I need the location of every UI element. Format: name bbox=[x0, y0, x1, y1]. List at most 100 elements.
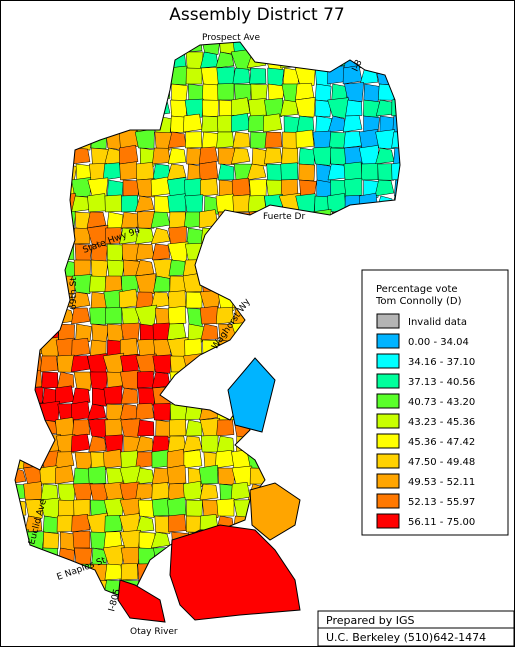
precinct bbox=[314, 291, 331, 309]
precinct bbox=[359, 595, 379, 600]
precinct bbox=[359, 225, 379, 245]
precinct bbox=[106, 403, 123, 421]
precinct bbox=[295, 193, 316, 214]
precinct bbox=[134, 128, 155, 149]
precinct bbox=[392, 243, 400, 261]
precinct bbox=[41, 163, 59, 181]
precinct bbox=[24, 386, 44, 406]
precinct bbox=[296, 355, 315, 373]
precinct bbox=[297, 339, 315, 357]
precinct bbox=[185, 419, 203, 437]
precinct bbox=[375, 195, 395, 213]
precinct bbox=[169, 419, 187, 437]
precinct bbox=[104, 418, 123, 437]
precinct bbox=[73, 227, 91, 245]
legend-swatch bbox=[376, 333, 400, 349]
precinct bbox=[22, 274, 43, 293]
precinct bbox=[314, 51, 332, 70]
legend-label: 52.13 - 55.97 bbox=[408, 497, 475, 508]
precinct bbox=[298, 531, 315, 549]
precinct bbox=[136, 162, 155, 181]
precinct bbox=[25, 42, 43, 53]
precinct bbox=[392, 547, 400, 565]
precinct bbox=[346, 211, 363, 229]
precinct bbox=[198, 209, 219, 229]
precinct bbox=[217, 163, 235, 181]
precinct bbox=[119, 97, 139, 117]
precinct bbox=[15, 51, 27, 69]
precinct bbox=[264, 98, 283, 117]
precinct bbox=[120, 450, 139, 469]
precinct bbox=[182, 435, 203, 453]
precinct bbox=[15, 371, 27, 389]
precinct bbox=[200, 371, 219, 389]
precinct bbox=[15, 595, 27, 600]
precinct bbox=[42, 612, 58, 628]
precinct bbox=[345, 499, 363, 517]
precinct bbox=[121, 195, 139, 213]
precinct bbox=[249, 179, 267, 197]
precinct bbox=[71, 609, 92, 630]
precinct bbox=[310, 496, 331, 517]
precinct bbox=[72, 387, 91, 405]
precinct bbox=[41, 371, 59, 389]
precinct bbox=[264, 275, 283, 293]
legend-title: Tom Connolly (D) bbox=[375, 296, 462, 307]
precinct bbox=[57, 83, 75, 101]
precinct bbox=[103, 449, 123, 469]
precinct bbox=[295, 97, 316, 118]
precinct bbox=[38, 225, 59, 245]
precinct bbox=[73, 467, 91, 485]
precinct bbox=[268, 339, 286, 360]
precinct bbox=[86, 42, 107, 53]
precinct bbox=[135, 353, 157, 375]
precinct bbox=[152, 147, 171, 165]
precinct bbox=[25, 563, 44, 582]
precinct bbox=[119, 42, 139, 53]
precinct bbox=[298, 147, 316, 166]
precinct bbox=[15, 416, 27, 437]
precinct bbox=[312, 42, 331, 53]
precinct bbox=[215, 450, 235, 469]
precinct bbox=[88, 435, 107, 453]
precinct bbox=[15, 338, 27, 357]
precinct bbox=[15, 483, 27, 501]
precinct bbox=[136, 370, 155, 389]
precinct bbox=[314, 83, 332, 102]
precinct bbox=[310, 419, 331, 437]
precinct bbox=[247, 323, 267, 341]
precinct bbox=[202, 83, 219, 101]
precinct bbox=[298, 403, 316, 422]
precinct bbox=[344, 435, 363, 453]
precinct bbox=[230, 147, 251, 165]
precinct bbox=[331, 467, 349, 487]
precinct bbox=[24, 595, 43, 600]
precinct bbox=[216, 435, 235, 453]
precinct bbox=[312, 578, 333, 599]
precinct bbox=[202, 99, 219, 117]
precinct bbox=[215, 369, 235, 389]
precinct bbox=[282, 42, 301, 55]
precinct bbox=[25, 419, 43, 437]
precinct bbox=[328, 578, 349, 599]
precinct bbox=[73, 259, 91, 277]
precinct bbox=[264, 131, 283, 149]
precinct bbox=[262, 419, 283, 437]
precinct bbox=[71, 307, 91, 325]
precinct bbox=[15, 226, 29, 247]
precinct bbox=[230, 48, 253, 71]
precinct bbox=[361, 243, 379, 261]
precinct bbox=[279, 291, 299, 309]
precinct bbox=[121, 211, 139, 229]
precinct bbox=[266, 243, 284, 262]
precinct bbox=[104, 563, 123, 581]
precinct bbox=[167, 193, 187, 213]
precinct bbox=[280, 322, 302, 344]
precinct bbox=[295, 241, 315, 261]
precinct bbox=[89, 307, 107, 325]
legend-label: 34.16 - 37.10 bbox=[408, 357, 475, 368]
precinct bbox=[40, 274, 59, 293]
precinct bbox=[299, 435, 316, 454]
precinct bbox=[119, 403, 139, 421]
precinct bbox=[136, 210, 155, 229]
